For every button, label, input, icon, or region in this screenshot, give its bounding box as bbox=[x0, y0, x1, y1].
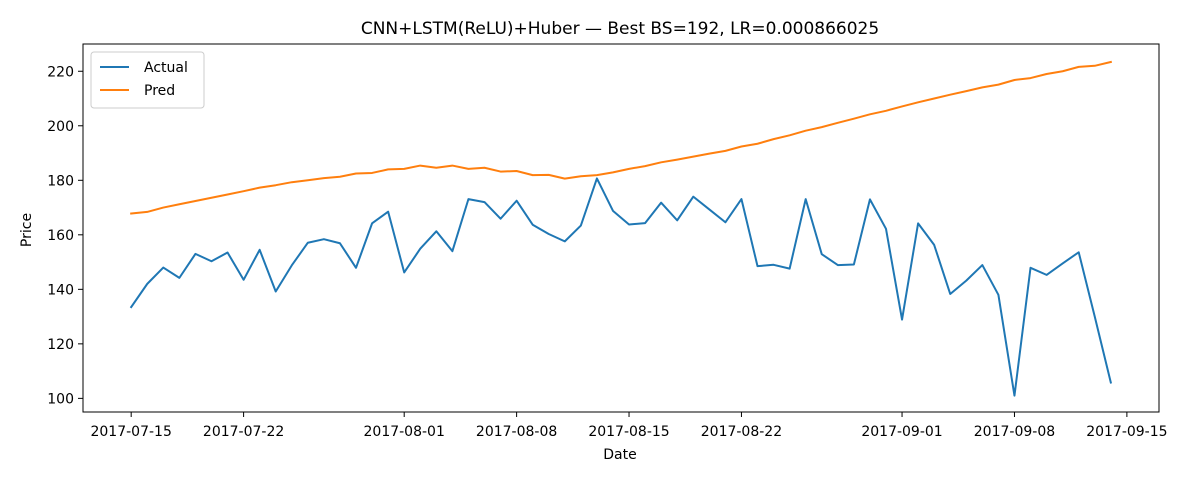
legend-label-pred: Pred bbox=[144, 83, 175, 99]
series-lines bbox=[129, 60, 1113, 397]
x-tick-label: 2017-07-22 bbox=[203, 424, 284, 440]
x-tick-label: 2017-08-22 bbox=[701, 424, 782, 440]
x-tick-label: 2017-08-01 bbox=[364, 424, 445, 440]
legend-label-actual: Actual bbox=[144, 60, 188, 76]
x-axis-label: Date bbox=[603, 447, 636, 463]
y-tick-label: 200 bbox=[47, 119, 74, 135]
x-tick-label: 2017-07-15 bbox=[90, 424, 171, 440]
chart-title: CNN+LSTM(ReLU)+Huber — Best BS=192, LR=0… bbox=[361, 19, 879, 39]
y-tick-label: 160 bbox=[47, 228, 74, 244]
x-axis-ticks: 2017-07-15 2017-07-22 2017-08-01 2017-08-08… bbox=[90, 412, 1168, 440]
x-tick-label: 2017-09-01 bbox=[861, 424, 942, 440]
series-line-actual bbox=[129, 177, 1113, 397]
y-tick-label: 140 bbox=[47, 282, 74, 298]
y-tick-label: 100 bbox=[47, 391, 74, 407]
series-line-pred bbox=[130, 60, 1113, 215]
x-tick-label: 2017-08-08 bbox=[476, 424, 557, 440]
y-tick-label: 120 bbox=[47, 337, 74, 353]
y-tick-label: 180 bbox=[47, 173, 74, 189]
y-axis-ticks: 100 120 140 160 180 200 220 bbox=[47, 64, 83, 407]
y-tick-label: 220 bbox=[47, 64, 74, 80]
y-axis-label: Price bbox=[19, 213, 35, 247]
legend: Actual Pred bbox=[90, 51, 205, 109]
x-tick-label: 2017-09-15 bbox=[1086, 424, 1167, 440]
x-tick-label: 2017-09-08 bbox=[974, 424, 1055, 440]
x-tick-label: 2017-08-15 bbox=[588, 424, 669, 440]
axes-frame bbox=[82, 43, 1160, 413]
